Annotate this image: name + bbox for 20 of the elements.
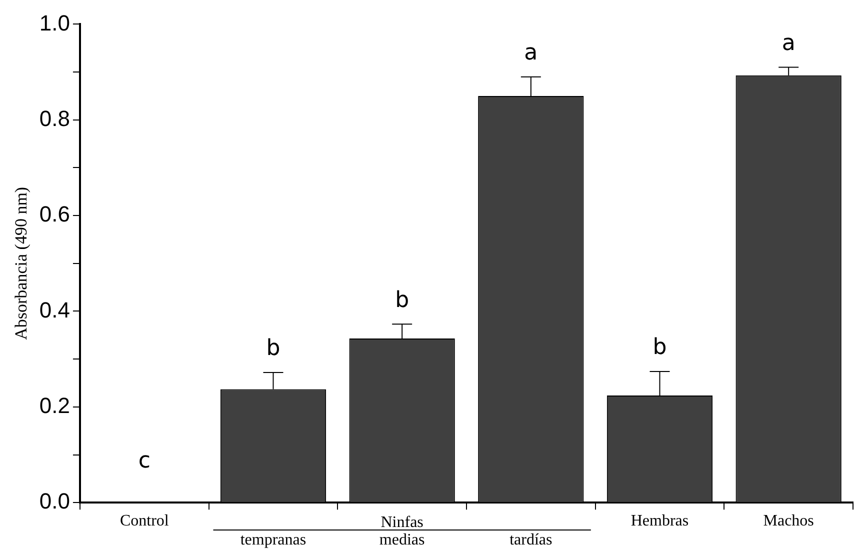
y-tick-label: 0.4: [39, 297, 70, 322]
annotation: c: [138, 448, 150, 474]
y-tick-label: 0.8: [39, 106, 70, 131]
x-tick-label: tempranas: [240, 532, 306, 549]
y-axis-title: Absorbancia (490 nm): [12, 186, 31, 340]
annotation: b: [652, 335, 667, 360]
y-tick-label: 0.6: [39, 202, 70, 227]
y-tick-label: 0.0: [39, 488, 70, 514]
annotation: b: [395, 288, 410, 313]
y-tick-label: 1.0: [39, 10, 70, 36]
y-tick-label: 0.2: [39, 392, 70, 418]
annotation: a: [524, 40, 538, 66]
text: Ninfas: [380, 514, 424, 532]
x-tick-label: Hembras: [630, 512, 689, 530]
annotation: a: [782, 30, 796, 56]
x-tick-label: medias: [379, 532, 425, 549]
x-tick-label: tardías: [510, 532, 552, 549]
x-tick-label: Machos: [763, 512, 814, 530]
x-tick-label: Control: [120, 512, 170, 530]
annotation: b: [266, 336, 280, 362]
